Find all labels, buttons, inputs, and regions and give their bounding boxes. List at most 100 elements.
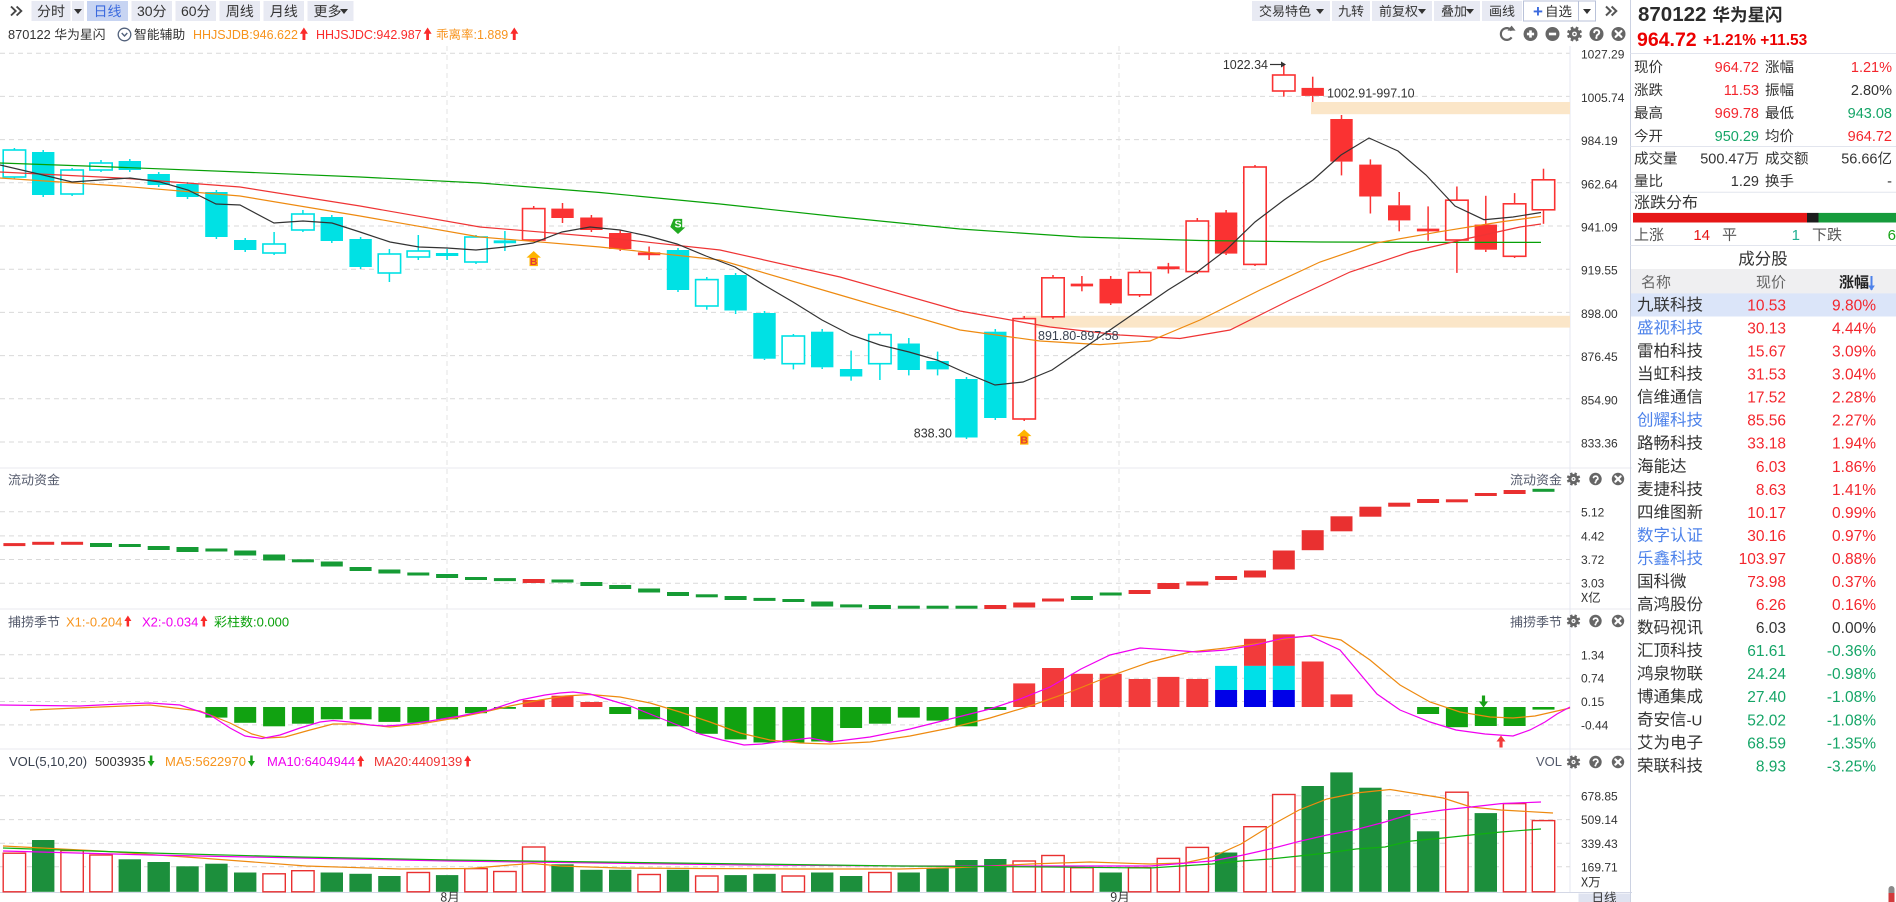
svg-text:1002.91-997.10: 1002.91-997.10: [1327, 87, 1415, 101]
svg-text:11.53: 11.53: [1724, 83, 1759, 99]
svg-text:8.63: 8.63: [1756, 482, 1786, 499]
svg-text:0.37%: 0.37%: [1832, 574, 1876, 591]
svg-text:1.34: 1.34: [1581, 648, 1605, 662]
svg-text:943.08: 943.08: [1848, 106, 1892, 122]
svg-text:3.72: 3.72: [1581, 553, 1605, 567]
svg-text:S: S: [674, 219, 681, 231]
svg-text:6.03: 6.03: [1756, 459, 1786, 476]
svg-text:6.26: 6.26: [1756, 597, 1786, 614]
svg-text:10.53: 10.53: [1747, 297, 1786, 314]
svg-text::0.000: :0.000: [253, 615, 289, 630]
svg-text:2.27%: 2.27%: [1832, 413, 1876, 430]
svg-text:678.85: 678.85: [1581, 789, 1618, 803]
svg-text:941.09: 941.09: [1581, 221, 1618, 235]
svg-text:4.44%: 4.44%: [1832, 320, 1876, 337]
svg-text:962.64: 962.64: [1581, 177, 1618, 191]
svg-text:950.29: 950.29: [1715, 129, 1759, 145]
svg-text:8.93: 8.93: [1756, 758, 1786, 775]
svg-text:24.24: 24.24: [1747, 666, 1786, 683]
svg-text:870122: 870122: [1638, 3, 1706, 26]
svg-text:4.42: 4.42: [1581, 529, 1605, 543]
svg-text:964.72: 964.72: [1637, 29, 1697, 51]
svg-text:0.15: 0.15: [1581, 695, 1605, 709]
svg-text:5.12: 5.12: [1581, 505, 1605, 519]
svg-text:0.00%: 0.00%: [1832, 620, 1876, 637]
svg-text:MA10:6404944: MA10:6404944: [267, 754, 355, 769]
svg-text:10.17: 10.17: [1747, 505, 1786, 522]
svg-text:1.86%: 1.86%: [1832, 459, 1876, 476]
svg-text:5003935: 5003935: [95, 754, 146, 769]
svg-text:509.14: 509.14: [1581, 813, 1618, 827]
svg-text:-0.44: -0.44: [1581, 718, 1609, 732]
svg-text:870122: 870122: [8, 27, 51, 42]
svg-text:MA20:4409139: MA20:4409139: [374, 754, 462, 769]
svg-text:-: -: [1887, 174, 1892, 190]
svg-text:969.78: 969.78: [1715, 106, 1759, 122]
svg-text:-1.08%: -1.08%: [1827, 712, 1876, 729]
svg-text:14: 14: [1693, 227, 1710, 244]
svg-text:30: 30: [137, 3, 153, 19]
svg-text:9.80%: 9.80%: [1832, 297, 1876, 314]
svg-text:0.99%: 0.99%: [1832, 505, 1876, 522]
svg-text:68.59: 68.59: [1747, 735, 1786, 752]
svg-text:+1.21% +11.53: +1.21% +11.53: [1703, 32, 1808, 49]
svg-text:-0.98%: -0.98%: [1827, 666, 1876, 683]
svg-text:X1:-0.204: X1:-0.204: [66, 615, 122, 630]
svg-text:103.97: 103.97: [1739, 551, 1786, 568]
svg-text:-3.25%: -3.25%: [1827, 758, 1876, 775]
svg-text:27.40: 27.40: [1747, 689, 1786, 706]
svg-text:1.94%: 1.94%: [1832, 436, 1876, 453]
svg-text:31.53: 31.53: [1747, 367, 1786, 384]
svg-text:0.88%: 0.88%: [1832, 551, 1876, 568]
svg-text:3.03: 3.03: [1581, 577, 1605, 591]
svg-text:876.45: 876.45: [1581, 350, 1618, 364]
svg-text:1.41%: 1.41%: [1832, 482, 1876, 499]
svg-text:984.19: 984.19: [1581, 134, 1618, 148]
svg-text:1005.74: 1005.74: [1581, 91, 1625, 105]
svg-text:898.00: 898.00: [1581, 307, 1618, 321]
svg-text:+: +: [1533, 2, 1543, 21]
svg-text:VOL: VOL: [1536, 754, 1562, 769]
svg-text:1.29: 1.29: [1731, 174, 1759, 190]
svg-text:73.98: 73.98: [1747, 574, 1786, 591]
svg-text:2.28%: 2.28%: [1832, 390, 1876, 407]
svg-text:891.80-897.58: 891.80-897.58: [1038, 329, 1119, 343]
svg-text:838.30: 838.30: [914, 427, 952, 441]
svg-text:6: 6: [1888, 227, 1896, 244]
svg-text:30.16: 30.16: [1747, 528, 1786, 545]
svg-text:85.56: 85.56: [1747, 413, 1786, 430]
svg-text:-0.36%: -0.36%: [1827, 643, 1876, 660]
svg-text:1027.29: 1027.29: [1581, 48, 1625, 62]
svg-text:15.67: 15.67: [1747, 344, 1786, 361]
svg-text:1.21%: 1.21%: [1851, 60, 1892, 76]
svg-text:-U: -U: [1687, 712, 1703, 729]
svg-text:61.61: 61.61: [1747, 643, 1786, 660]
svg-text:0.97%: 0.97%: [1832, 528, 1876, 545]
svg-text:0.74: 0.74: [1581, 672, 1605, 686]
svg-text:854.90: 854.90: [1581, 393, 1618, 407]
svg-text:964.72: 964.72: [1848, 129, 1892, 145]
svg-text:1: 1: [1792, 227, 1800, 244]
svg-text:MA5:5622970: MA5:5622970: [165, 754, 246, 769]
svg-text:919.55: 919.55: [1581, 264, 1618, 278]
svg-text:1022.34: 1022.34: [1223, 58, 1268, 72]
svg-text:56.66: 56.66: [1841, 152, 1877, 168]
svg-text:6.03: 6.03: [1756, 620, 1786, 637]
svg-text:339.43: 339.43: [1581, 837, 1618, 851]
svg-text::1.889: :1.889: [474, 28, 509, 42]
svg-text:60: 60: [181, 3, 197, 19]
svg-text:3.09%: 3.09%: [1832, 344, 1876, 361]
svg-text:17.52: 17.52: [1747, 390, 1786, 407]
svg-text:B: B: [530, 256, 538, 268]
svg-text:HHJSJDB:946.622: HHJSJDB:946.622: [193, 28, 298, 42]
svg-text:169.71: 169.71: [1581, 860, 1618, 874]
svg-text:HHJSJDC:942.987: HHJSJDC:942.987: [316, 28, 422, 42]
svg-text:B: B: [1020, 435, 1028, 447]
svg-text:500.47: 500.47: [1700, 152, 1744, 168]
svg-text:33.18: 33.18: [1747, 436, 1786, 453]
svg-text:52.02: 52.02: [1747, 712, 1786, 729]
svg-text:964.72: 964.72: [1715, 60, 1759, 76]
svg-text:30.13: 30.13: [1747, 320, 1786, 337]
svg-text:-1.08%: -1.08%: [1827, 689, 1876, 706]
svg-text:3.04%: 3.04%: [1832, 367, 1876, 384]
